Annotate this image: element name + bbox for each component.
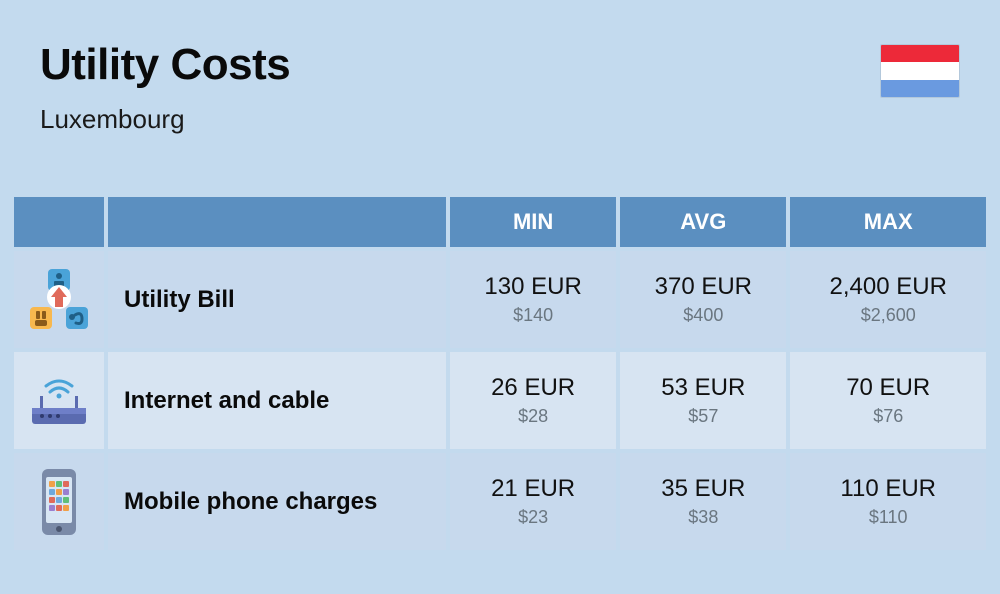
page-subtitle: Luxembourg — [40, 104, 290, 135]
cell-avg: 53 EUR $57 — [620, 352, 786, 449]
table-row: Utility Bill 130 EUR $140 370 EUR $400 2… — [14, 251, 986, 348]
costs-table: MIN AVG MAX Utility Bill 130 — [10, 193, 990, 554]
value-usd: $76 — [798, 406, 978, 427]
value-usd: $110 — [798, 507, 978, 528]
value-eur: 53 EUR — [628, 374, 778, 402]
header-empty-icon — [14, 197, 104, 247]
mobile-phone-icon — [36, 467, 82, 537]
col-header-max: MAX — [790, 197, 986, 247]
col-header-min: MIN — [450, 197, 616, 247]
value-eur: 35 EUR — [628, 475, 778, 503]
value-eur: 110 EUR — [798, 475, 978, 503]
page-title: Utility Costs — [40, 40, 290, 90]
cell-min: 21 EUR $23 — [450, 453, 616, 550]
row-icon-cell — [14, 352, 104, 449]
table-header-row: MIN AVG MAX — [14, 197, 986, 247]
header: Utility Costs Luxembourg — [0, 0, 1000, 165]
value-eur: 70 EUR — [798, 374, 978, 402]
value-usd: $23 — [458, 507, 608, 528]
flag-stripe-top — [881, 45, 959, 62]
flag-stripe-mid — [881, 62, 959, 79]
row-icon-cell — [14, 453, 104, 550]
router-icon — [26, 372, 92, 430]
value-eur: 130 EUR — [458, 273, 608, 301]
cell-max: 2,400 EUR $2,600 — [790, 251, 986, 348]
value-eur: 2,400 EUR — [798, 273, 978, 301]
cell-min: 26 EUR $28 — [450, 352, 616, 449]
row-label: Utility Bill — [108, 251, 446, 348]
country-flag-icon — [880, 44, 960, 98]
header-empty-label — [108, 197, 446, 247]
utility-bill-icon — [26, 267, 92, 333]
value-usd: $38 — [628, 507, 778, 528]
value-usd: $57 — [628, 406, 778, 427]
cell-max: 70 EUR $76 — [790, 352, 986, 449]
value-eur: 21 EUR — [458, 475, 608, 503]
row-label: Mobile phone charges — [108, 453, 446, 550]
header-text: Utility Costs Luxembourg — [40, 40, 290, 135]
row-icon-cell — [14, 251, 104, 348]
value-usd: $400 — [628, 305, 778, 326]
value-usd: $28 — [458, 406, 608, 427]
value-eur: 26 EUR — [458, 374, 608, 402]
cell-min: 130 EUR $140 — [450, 251, 616, 348]
value-eur: 370 EUR — [628, 273, 778, 301]
flag-stripe-bot — [881, 80, 959, 97]
cell-max: 110 EUR $110 — [790, 453, 986, 550]
value-usd: $140 — [458, 305, 608, 326]
row-label: Internet and cable — [108, 352, 446, 449]
table-row: Internet and cable 26 EUR $28 53 EUR $57… — [14, 352, 986, 449]
cell-avg: 370 EUR $400 — [620, 251, 786, 348]
cell-avg: 35 EUR $38 — [620, 453, 786, 550]
col-header-avg: AVG — [620, 197, 786, 247]
value-usd: $2,600 — [798, 305, 978, 326]
table-row: Mobile phone charges 21 EUR $23 35 EUR $… — [14, 453, 986, 550]
